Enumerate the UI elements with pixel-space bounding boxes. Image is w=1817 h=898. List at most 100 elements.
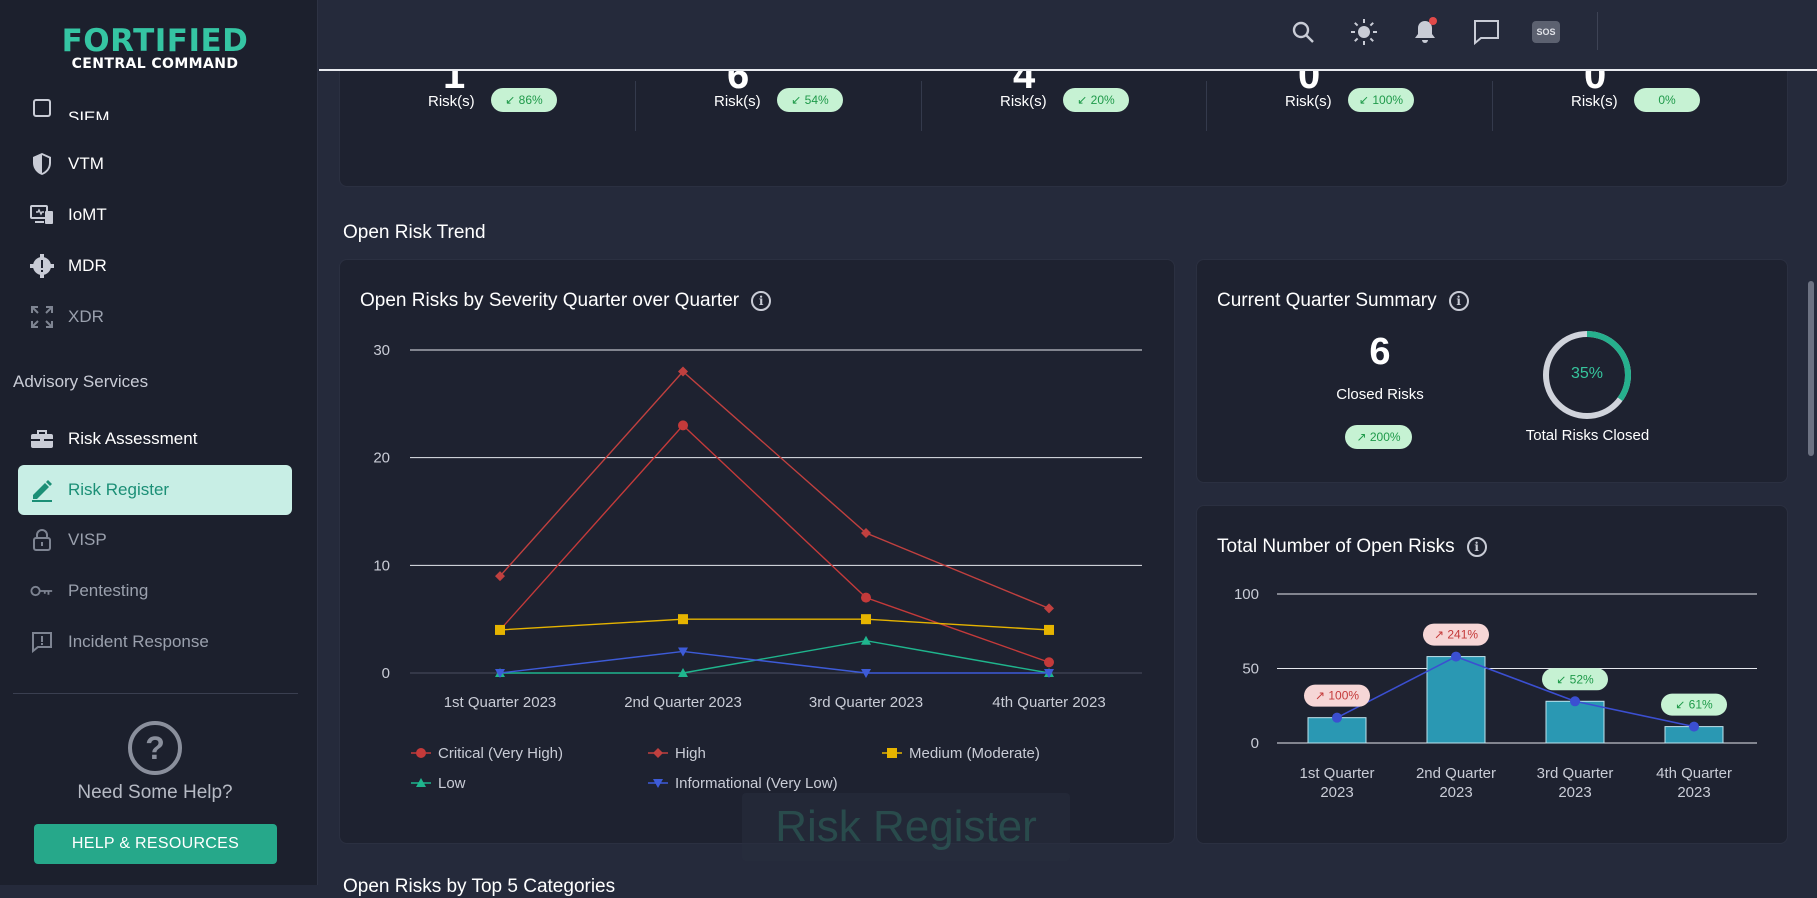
sidebar-item-label: Risk Assessment xyxy=(68,429,198,448)
stat-divider xyxy=(921,81,922,131)
briefcase-icon xyxy=(30,427,54,451)
total-open-risks-card: Total Number of Open Risks i 0 50 100 ↗ 100… xyxy=(1196,505,1788,844)
brand-logo[interactable]: FORTIFIED CENTRAL COMMAND xyxy=(0,24,310,72)
sidebar-item-label: Pentesting xyxy=(68,581,149,600)
stat-divider xyxy=(1206,81,1207,131)
x-tick-label: 2023 xyxy=(1677,784,1710,801)
info-icon[interactable]: i xyxy=(1466,537,1487,557)
data-point xyxy=(1044,603,1054,614)
ring-percent-label: 35% xyxy=(1570,365,1604,382)
sidebar-item-risk-register[interactable]: Risk Register xyxy=(18,465,292,515)
data-point xyxy=(495,571,505,582)
trend-badge xyxy=(1661,693,1727,716)
legend-label: Critical (Very High) xyxy=(438,745,563,762)
bar xyxy=(1426,656,1486,744)
stat-card: 1 Risk(s) ↙ 86% xyxy=(340,71,626,135)
search-icon[interactable] xyxy=(1289,18,1317,46)
sidebar-item-iomt[interactable]: IoMT xyxy=(18,191,292,239)
legend-marker xyxy=(416,748,426,758)
chat-icon[interactable] xyxy=(1472,18,1500,46)
sidebar-item-pentesting[interactable]: Pentesting xyxy=(18,567,292,615)
sidebar-item-mdr[interactable]: MDR xyxy=(18,242,292,290)
x-tick-label: 1st Quarter 2023 xyxy=(444,694,557,711)
sidebar-item-visp[interactable]: VISP xyxy=(18,516,292,564)
legend-label: High xyxy=(675,745,706,762)
sidebar-item-risk-assessment[interactable]: Risk Assessment xyxy=(18,415,292,463)
x-tick-label: 2nd Quarter xyxy=(1416,765,1496,782)
y-tick-label: 0 xyxy=(1251,735,1259,752)
data-point xyxy=(678,420,688,431)
stat-label: Risk(s) xyxy=(428,93,475,110)
alert-message-icon xyxy=(30,630,54,654)
sidebar-item-label: XDR xyxy=(68,307,104,326)
legend-marker xyxy=(416,778,426,787)
series-group xyxy=(495,635,1054,677)
total-bar-chart: 0 50 100 ↗ 100% ↗ 241% ↙ 52% ↙ 61% 1st Quarter 2… xyxy=(1234,586,1757,801)
stat-label: Risk(s) xyxy=(1285,93,1332,110)
legend-marker xyxy=(653,748,663,758)
sidebar-item-xdr[interactable]: XDR xyxy=(18,293,292,341)
stat-badge: ↙ 20% xyxy=(1063,88,1129,112)
x-tick-label: 3rd Quarter xyxy=(1537,765,1614,782)
stat-card: 0 Risk(s) ↙ 100% xyxy=(1197,71,1483,135)
section-title-open-risk-trend: Open Risk Trend xyxy=(343,222,486,243)
data-point xyxy=(678,647,688,657)
info-icon[interactable]: i xyxy=(1448,291,1469,311)
notification-badge xyxy=(1429,17,1437,25)
sidebar: FORTIFIED CENTRAL COMMAND SIEM VTM IoMT … xyxy=(0,0,318,885)
sidebar-item-incident-response[interactable]: Incident Response xyxy=(18,618,292,666)
data-point xyxy=(678,668,688,677)
stat-divider xyxy=(1492,81,1493,131)
stat-card: 4 Risk(s) ↙ 20% xyxy=(912,71,1198,135)
x-tick-label: 4th Quarter xyxy=(1656,765,1732,782)
stat-label: Risk(s) xyxy=(1571,93,1618,110)
stat-value: 0 xyxy=(1298,71,1321,97)
trend-badge-label: ↙ 61% xyxy=(1675,698,1713,712)
sos-button[interactable]: SOS xyxy=(1532,18,1560,46)
page-scrollbar[interactable] xyxy=(1808,281,1814,456)
ring-progress xyxy=(1543,331,1631,419)
x-tick-label: 2023 xyxy=(1320,784,1353,801)
sidebar-item-label: Incident Response xyxy=(68,632,209,651)
theme-toggle-icon[interactable] xyxy=(1350,18,1378,46)
trend-badge xyxy=(1304,684,1370,707)
x-tick-label: 4th Quarter 2023 xyxy=(992,694,1105,711)
trend-point xyxy=(1570,696,1580,707)
data-point xyxy=(1044,669,1054,678)
stat-badge: 0% xyxy=(1634,88,1700,112)
card-title: Current Quarter Summary i xyxy=(1217,290,1469,312)
section-title-top-categories: Open Risks by Top 5 Categories xyxy=(343,876,616,897)
sidebar-item-siem[interactable]: SIEM xyxy=(18,94,292,120)
sidebar-item-label: Risk Register xyxy=(68,480,170,499)
key-icon xyxy=(30,579,54,603)
y-tick-label: 10 xyxy=(373,557,390,574)
help-text: Need Some Help? xyxy=(77,782,233,803)
series-line xyxy=(499,618,1050,631)
data-point xyxy=(861,614,871,625)
page-watermark: Risk Register xyxy=(742,793,1070,861)
closed-risks-value: 6 xyxy=(1369,331,1391,373)
sos-label: SOS xyxy=(1532,21,1560,43)
info-icon[interactable]: i xyxy=(751,291,772,311)
trend-badge xyxy=(1423,623,1489,646)
stat-value: 1 xyxy=(443,71,466,97)
ring-caption: Total Risks Closed xyxy=(1525,427,1650,444)
stat-value: 0 xyxy=(1584,71,1607,97)
siem-icon xyxy=(30,96,54,120)
stat-card: 6 Risk(s) ↙ 54% xyxy=(626,71,912,135)
help-resources-button[interactable]: HELP & RESOURCES xyxy=(34,824,277,864)
data-point xyxy=(678,614,688,625)
notifications-bell-icon[interactable] xyxy=(1411,17,1439,46)
device-icon xyxy=(30,203,54,227)
data-point xyxy=(861,592,871,603)
stat-badge: ↙ 86% xyxy=(491,88,557,112)
trend-badge-label: ↙ 52% xyxy=(1556,672,1594,686)
y-tick-label: 0 xyxy=(382,665,390,682)
card-title: Open Risks by Severity Quarter over Quar… xyxy=(360,290,772,312)
bar xyxy=(1545,700,1605,744)
trend-badge xyxy=(1542,668,1608,691)
help-question-icon: ? xyxy=(128,721,182,775)
expand-icon xyxy=(30,305,54,329)
sidebar-item-vtm[interactable]: VTM xyxy=(18,140,292,188)
y-tick-label: 20 xyxy=(373,450,390,467)
